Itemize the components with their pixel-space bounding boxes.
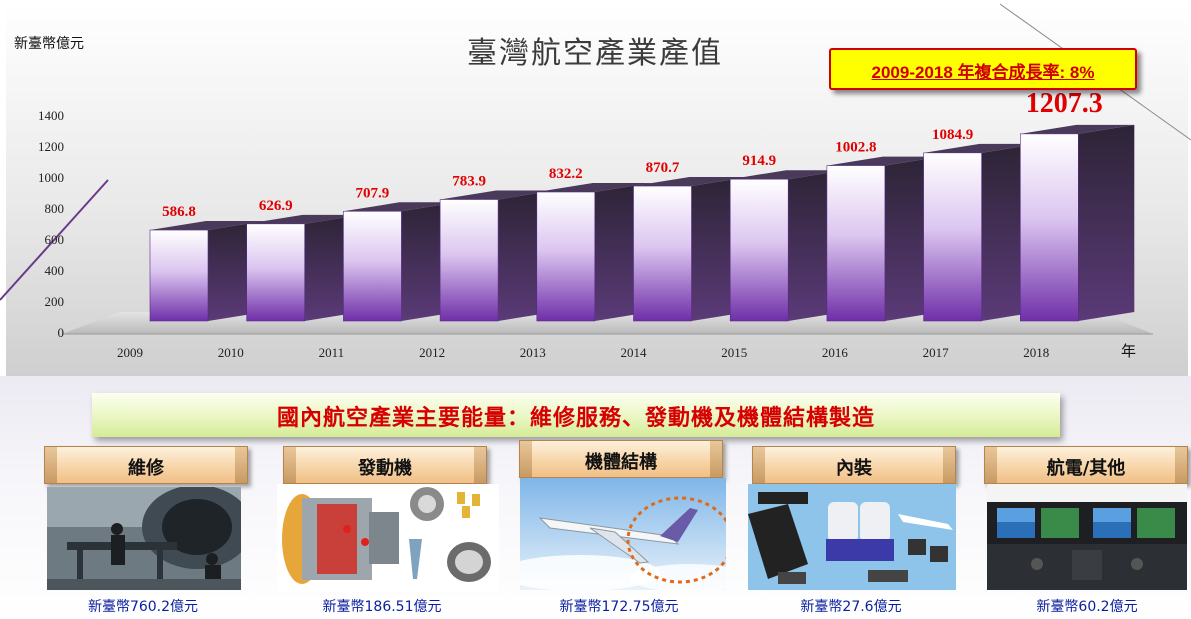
y-tick-label: 400 [45,263,65,278]
bar [439,199,499,322]
category-value: 新臺幣760.2億元 [87,599,199,615]
y-axis: 0 200 400 600 800 1000 1200 1400 [38,108,64,340]
capability-banner: 國內航空產業主要能量：維修服務、發動機及機體結構製造 [92,393,1060,437]
y-axis-unit-label: 新臺幣億元 [14,36,84,52]
cagr-text-value: 2009-2018 年複合成長率: 8% [871,63,1095,82]
bar [633,185,692,322]
category-label: 內裝 [836,458,872,479]
tab-edge-left [985,447,997,483]
bar-top [440,190,555,200]
bar-top [923,143,1038,153]
category-label: 維修 [128,458,164,479]
bar-top [633,177,748,187]
banner-text: 國內航空產業主要能量：維修服務、發動機及機體結構製造 [276,406,875,431]
data-label: 914.9 [742,153,776,169]
y-tick-label: 200 [45,294,65,309]
bar-top [826,156,941,166]
tab-edge-right [1175,447,1187,483]
bar-top [730,170,845,180]
bar-top [343,202,458,212]
chart-title: 臺灣航空產業產值 [467,36,723,71]
category-value: 新臺幣27.6億元 [800,599,902,615]
category-label: 機體結構 [585,452,657,473]
cagr-callout: 2009-2018 年複合成長率: 8% [829,48,1137,90]
cabin-interior-photo [748,484,956,590]
bar [343,210,402,322]
y-tick-label: 1000 [38,170,64,185]
x-tick-label: 2018 [1023,345,1049,360]
bar-side [1078,124,1135,321]
x-tick-label: 2016 [822,345,849,360]
tab-edge-right [943,447,955,483]
y-tick-label: 800 [45,201,65,216]
data-label: 870.7 [646,160,680,176]
x-tick-label: 2012 [419,345,445,360]
x-axis-unit-label: 年 [1121,342,1137,360]
x-tick-label: 2009 [117,345,143,360]
x-tick-label: 2010 [218,345,244,360]
category-label: 航電/其他 [1046,458,1126,479]
y-tick-label: 1400 [38,108,64,123]
y-tick-label: 1200 [38,139,64,154]
data-label: 707.9 [356,185,390,201]
tab-edge-left [520,441,532,477]
bar [729,178,789,322]
bar-top [536,183,651,193]
bar [923,152,982,322]
data-label: 1207.3 [1026,88,1103,119]
bar-top [246,214,361,224]
tab-edge-right [235,447,247,483]
x-tick-label: 2017 [923,345,950,360]
tab-edge-right [710,441,722,477]
business-jet-photo [520,478,726,590]
category-tab-engine: 發動機 [283,446,487,484]
category-value: 新臺幣60.2億元 [1036,599,1138,615]
bar [1019,133,1079,322]
jet-engine-parts-photo [277,484,499,592]
y-tick-label: 600 [45,232,65,247]
category-tab-maintenance: 維修 [44,446,248,484]
category-tab-airframe: 機體結構 [519,440,723,478]
tab-edge-left [45,447,57,483]
aircraft-maintenance-photo [47,487,241,590]
category-value: 新臺幣186.51億元 [322,599,442,615]
bar [536,191,596,322]
data-labels: 586.8 626.9 707.9 783.9 832.2 870.7 914.9 1002.… [162,88,1103,220]
category-label: 發動機 [358,458,412,479]
cockpit-avionics-photo [987,484,1187,590]
data-label: 832.2 [549,166,583,182]
data-label: 1002.8 [835,140,876,156]
x-tick-label: 2011 [319,345,345,360]
y-tick-label: 0 [58,325,65,340]
data-label: 586.8 [162,204,196,220]
bars [149,124,1135,322]
tab-edge-left [753,447,765,483]
data-label: 1084.9 [932,127,973,143]
tab-edge-left [284,447,296,483]
data-label: 783.9 [452,173,486,189]
bar [826,165,886,322]
category-value: 新臺幣172.75億元 [559,599,679,615]
category-tab-avionics: 航電/其他 [984,446,1188,484]
bar [149,229,209,322]
cagr-text: 2009-2018 年複合成長率: 8% [831,58,1135,83]
x-tick-label: 2014 [621,345,648,360]
x-tick-label: 2013 [520,345,546,360]
bar-top [150,221,264,231]
bar [246,223,305,322]
bar-top [1020,124,1135,134]
x-tick-label: 2015 [721,345,747,360]
category-tab-interior: 內裝 [752,446,956,484]
x-axis: 2009 2010 2011 2012 2013 2014 2015 2016 2017 2018 [117,345,1049,360]
tab-edge-right [474,447,486,483]
data-label: 626.9 [259,198,293,214]
